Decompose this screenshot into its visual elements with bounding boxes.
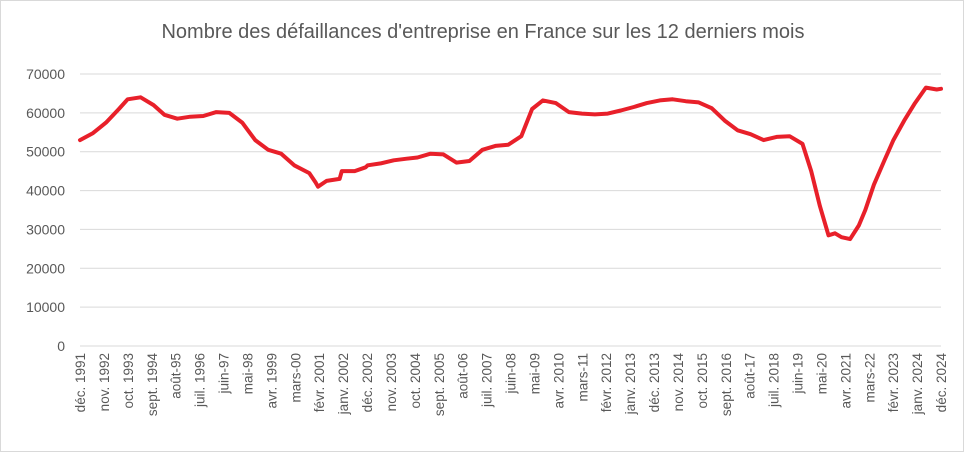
x-tick-label: nov. 2003 (384, 353, 399, 411)
x-tick-label: nov. 2014 (671, 353, 686, 412)
x-tick-label: févr. 2012 (599, 353, 614, 412)
x-tick-label: mai-98 (240, 353, 255, 394)
x-tick-label: janv. 2013 (623, 353, 638, 415)
x-tick-label: sept. 1994 (145, 353, 160, 417)
y-tick-label: 30000 (26, 221, 65, 237)
x-tick-label: mars-22 (862, 353, 877, 403)
x-tick-label: juin-19 (791, 353, 806, 395)
x-tick-label: oct. 2004 (408, 353, 423, 409)
chart-title: Nombre des défaillances d'entreprise en … (161, 21, 805, 43)
x-tick-label: août-17 (743, 353, 758, 399)
gridlines (80, 73, 941, 347)
y-tick-label: 0 (57, 338, 65, 354)
x-tick-label: nov. 1992 (97, 353, 112, 411)
x-tick-label: sept. 2005 (432, 353, 447, 416)
x-tick-label: déc. 2024 (934, 353, 949, 413)
x-tick-label: janv. 2002 (336, 353, 351, 415)
series-line (78, 85, 943, 242)
x-tick-label: sept. 2016 (719, 353, 734, 416)
x-tick-label: mars-00 (288, 353, 303, 403)
x-tick-label: déc. 2013 (647, 353, 662, 412)
x-tick-label: mars-11 (575, 353, 590, 402)
y-tick-label: 10000 (26, 299, 65, 315)
x-tick-label: oct. 1993 (121, 353, 136, 409)
y-axis: 0 10000 20000 30000 40000 50000 60000 70000 (26, 66, 65, 354)
x-tick-label: août-95 (169, 353, 184, 399)
x-tick-label: avr. 2021 (838, 353, 853, 409)
x-tick-label: juin-08 (504, 353, 519, 395)
x-tick-label: févr. 2023 (886, 353, 901, 412)
y-tick-label: 40000 (26, 183, 65, 199)
x-tick-label: avr. 1999 (264, 353, 279, 409)
x-tick-label: oct. 2015 (695, 353, 710, 409)
x-tick-label: févr. 2001 (312, 353, 327, 412)
y-tick-label: 20000 (26, 260, 65, 276)
y-tick-label: 50000 (26, 144, 65, 160)
x-tick-label: avr. 2010 (551, 353, 566, 409)
x-tick-label: mai-09 (527, 353, 542, 394)
x-tick-label: juil. 2007 (480, 353, 495, 408)
y-tick-label: 70000 (26, 66, 65, 82)
x-axis: déc. 1991 nov. 1992 oct. 1993 sept. 1994 aoû… (73, 353, 949, 417)
x-tick-label: janv. 2024 (910, 353, 925, 416)
series-layer (78, 85, 943, 242)
x-tick-label: juil. 1996 (193, 353, 208, 408)
x-tick-label: déc. 2002 (360, 353, 375, 412)
x-tick-label: août-06 (456, 353, 471, 399)
x-tick-label: juin-97 (217, 353, 232, 395)
y-tick-label: 60000 (26, 105, 65, 121)
x-tick-label: déc. 1991 (73, 353, 88, 412)
x-tick-label: juil. 2018 (767, 353, 782, 408)
x-tick-label: mai-20 (814, 353, 829, 394)
